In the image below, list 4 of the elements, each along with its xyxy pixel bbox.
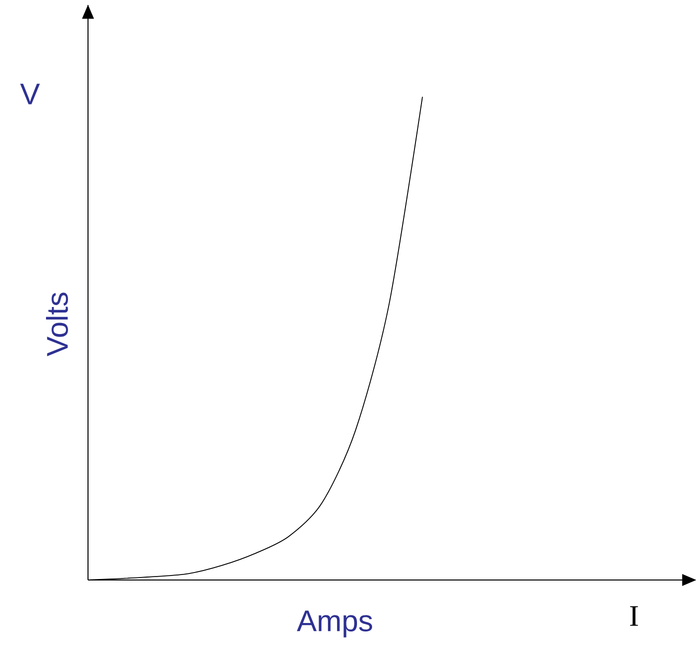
text: I [630, 606, 638, 626]
x-axis-title: Amps [296, 610, 372, 638]
text: V [20, 84, 40, 104]
y-axis-title: Volts [46, 292, 68, 356]
